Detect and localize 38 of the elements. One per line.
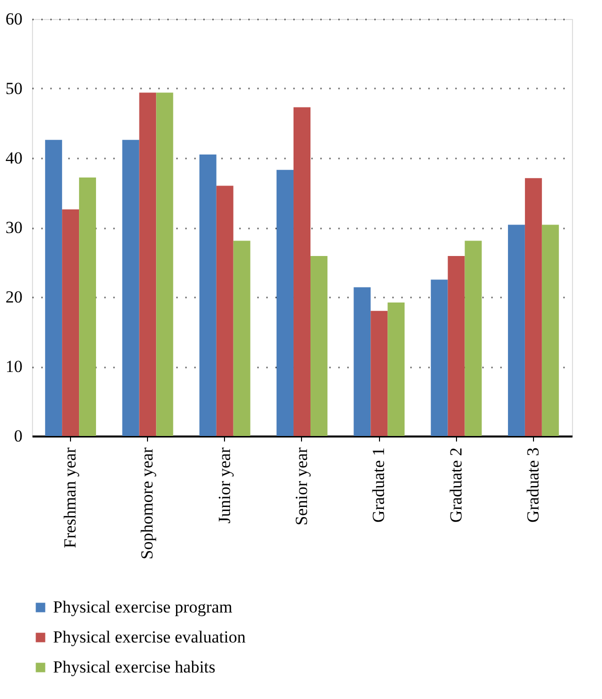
bar <box>79 177 96 436</box>
bar <box>216 186 234 436</box>
x-tick-label: Senior year <box>292 447 311 526</box>
y-tick-label: 0 <box>14 426 22 446</box>
bar <box>448 256 465 436</box>
bar <box>294 107 310 436</box>
bar <box>542 224 559 436</box>
bar <box>388 302 405 436</box>
bar <box>464 240 482 436</box>
bar <box>62 209 80 436</box>
bar <box>430 280 448 436</box>
bar <box>370 310 388 436</box>
y-tick-label: 60 <box>6 10 22 28</box>
bar <box>354 287 371 436</box>
bar <box>233 240 250 436</box>
y-tick-label: 40 <box>6 148 22 168</box>
y-tick-label: 30 <box>6 218 22 237</box>
x-tick-label: Junior year <box>214 447 234 524</box>
bar <box>45 140 62 436</box>
x-tick-label: Sophomore year <box>138 447 157 560</box>
x-tick-label: Graduate 3 <box>523 448 542 523</box>
bar <box>156 92 174 436</box>
y-tick-label: 20 <box>6 288 22 306</box>
x-tick-label: Graduate 2 <box>446 448 466 523</box>
y-tick-label: 10 <box>6 357 22 376</box>
bar <box>276 170 294 436</box>
bar <box>524 178 542 436</box>
bar <box>508 224 525 436</box>
y-tick-label: 50 <box>6 79 22 98</box>
bar <box>310 256 328 436</box>
legend-label: Physical exercise habits <box>53 658 216 676</box>
legend-label: Physical exercise program <box>53 598 232 616</box>
legend-label: Physical exercise evaluation <box>53 628 246 646</box>
bar <box>139 92 156 436</box>
x-tick-label: Freshman year <box>60 447 80 548</box>
bar <box>122 140 140 436</box>
x-tick-label: Graduate 1 <box>369 448 388 523</box>
bar <box>199 154 216 436</box>
